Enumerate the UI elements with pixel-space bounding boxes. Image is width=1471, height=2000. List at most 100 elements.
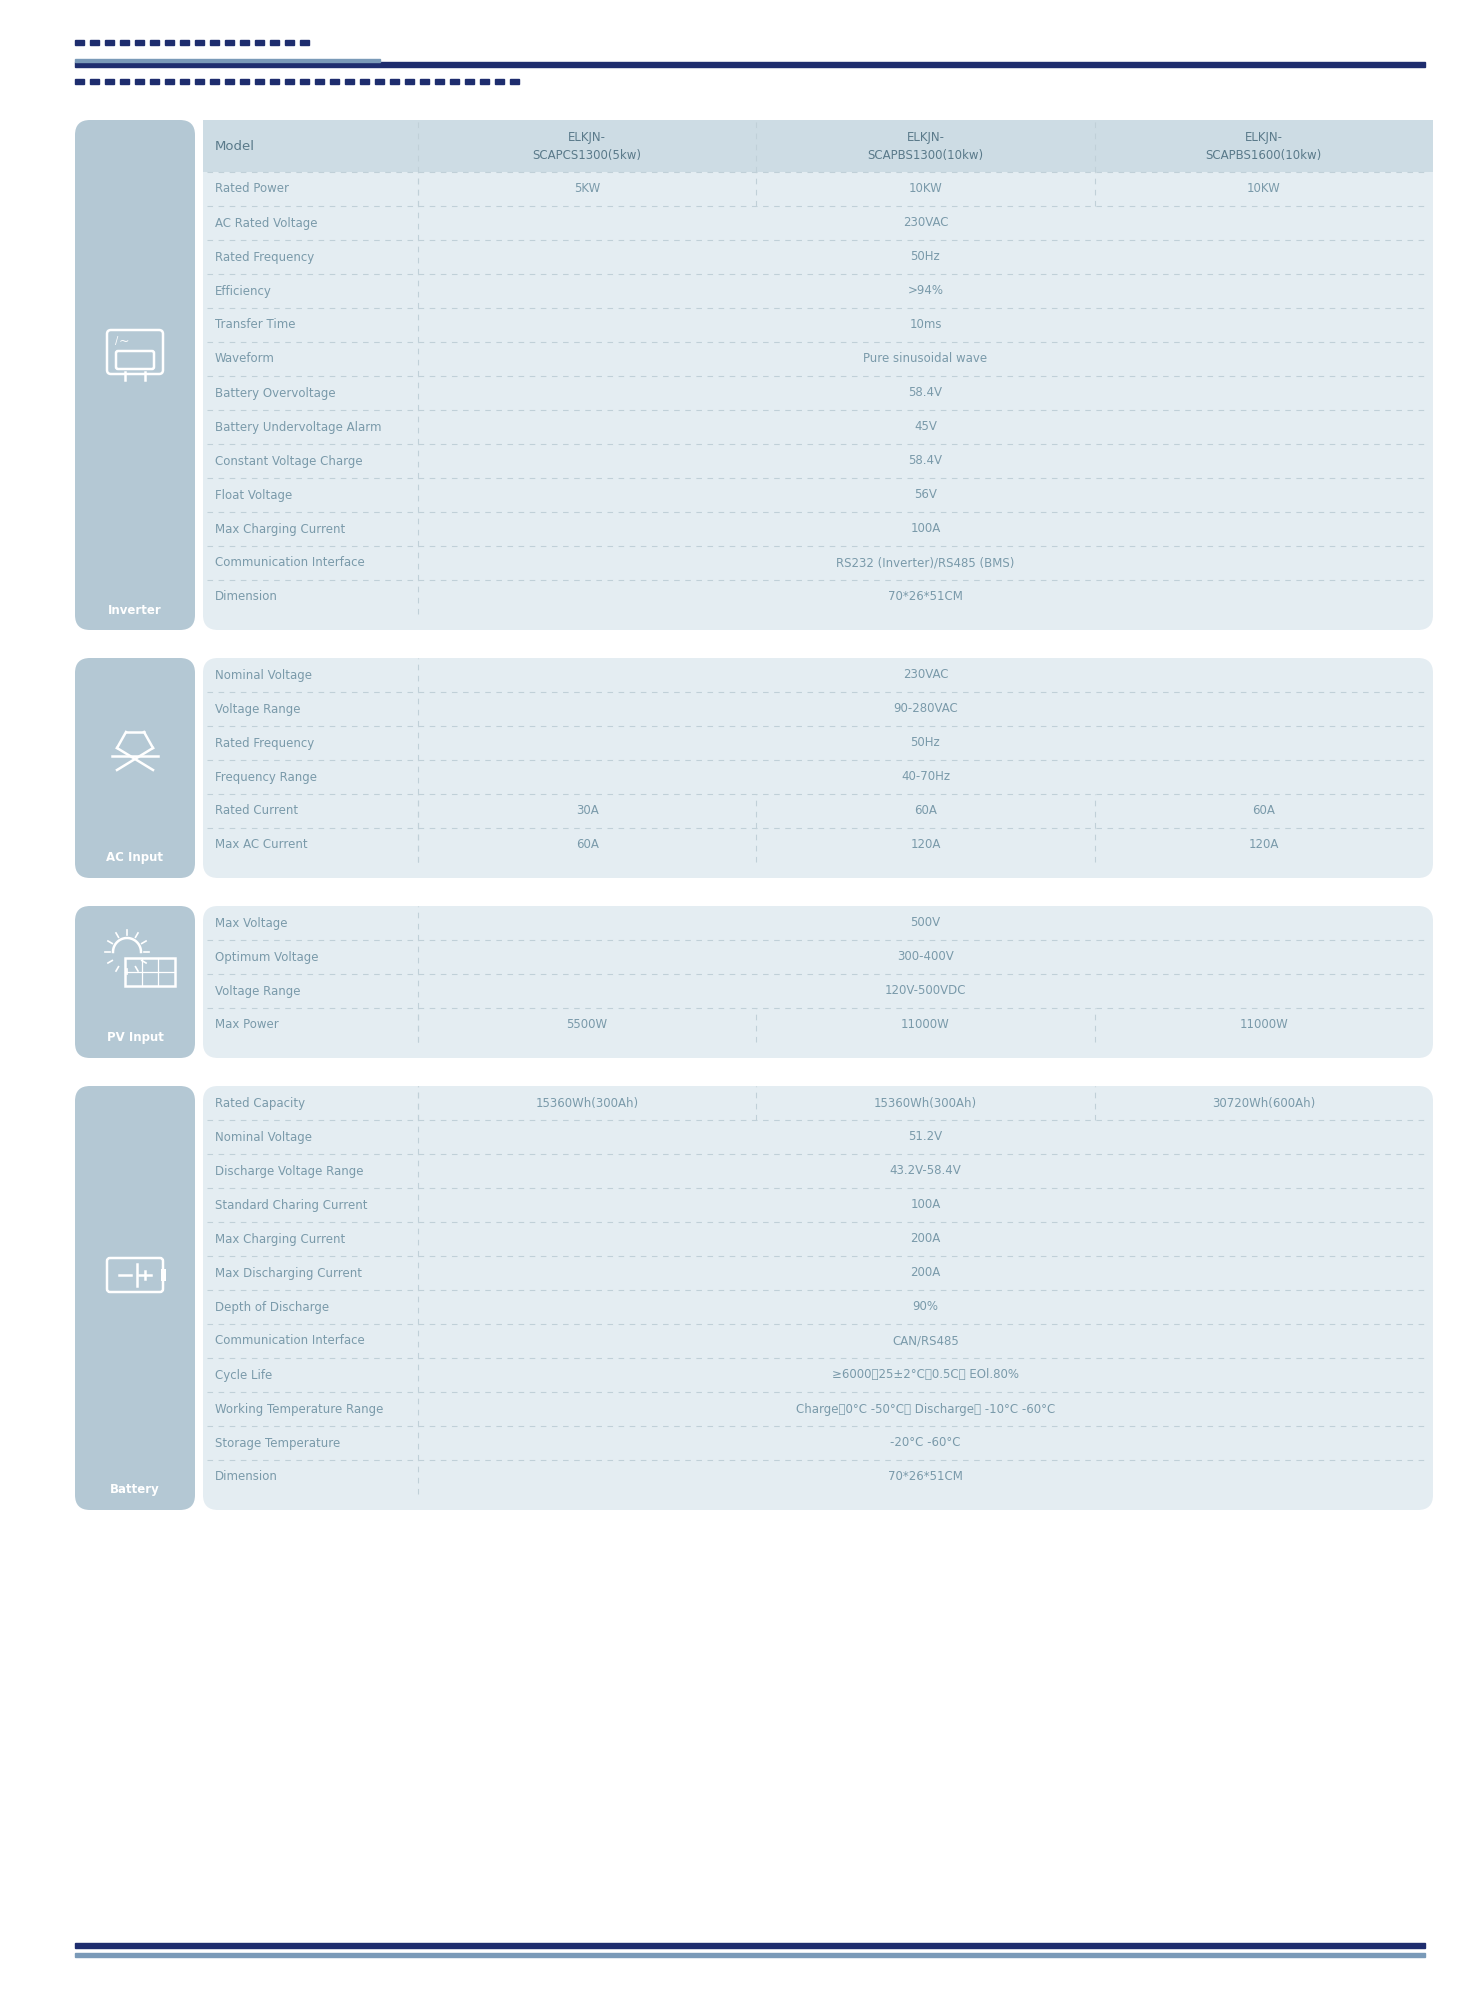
FancyBboxPatch shape [75, 120, 196, 630]
Bar [196, 78, 204, 84]
Text: ELKJN-
SCAPBS1300(10kw): ELKJN- SCAPBS1300(10kw) [868, 130, 984, 162]
Text: 90-280VAC: 90-280VAC [893, 702, 958, 716]
Text: ≥6000，25±2°C，0.5C， EOl.80%: ≥6000，25±2°C，0.5C， EOl.80% [833, 1368, 1019, 1382]
Bar [300, 40, 309, 44]
Text: 51.2V: 51.2V [909, 1130, 943, 1144]
Text: 120A: 120A [911, 838, 940, 852]
Bar [90, 40, 99, 44]
Text: Frequency Range: Frequency Range [215, 770, 316, 784]
Text: 30A: 30A [575, 804, 599, 818]
Text: 10ms: 10ms [909, 318, 941, 332]
Text: /: / [115, 336, 119, 346]
Text: Inverter: Inverter [109, 604, 162, 616]
Bar [271, 40, 279, 44]
Bar [179, 40, 188, 44]
Text: 43.2V-58.4V: 43.2V-58.4V [890, 1164, 962, 1178]
Bar [435, 78, 444, 84]
Bar [165, 40, 174, 44]
Text: 11000W: 11000W [902, 1018, 950, 1032]
Bar [225, 78, 234, 84]
Text: 100A: 100A [911, 1198, 940, 1212]
Text: ELKJN-
SCAPCS1300(5kw): ELKJN- SCAPCS1300(5kw) [533, 130, 641, 162]
FancyBboxPatch shape [203, 120, 1433, 630]
Text: Efficiency: Efficiency [215, 284, 272, 298]
Text: 120V-500VDC: 120V-500VDC [884, 984, 966, 998]
Bar [121, 78, 129, 84]
Text: Nominal Voltage: Nominal Voltage [215, 1130, 312, 1144]
Text: Max Discharging Current: Max Discharging Current [215, 1266, 362, 1280]
Bar [75, 78, 84, 84]
Bar [480, 78, 488, 84]
Bar [75, 62, 1425, 66]
Bar [150, 40, 159, 44]
Text: 5500W: 5500W [566, 1018, 608, 1032]
Bar [165, 78, 174, 84]
Text: 5KW: 5KW [574, 182, 600, 196]
Text: 50Hz: 50Hz [911, 250, 940, 264]
Bar [300, 78, 309, 84]
Text: Waveform: Waveform [215, 352, 275, 366]
Bar [510, 78, 519, 84]
FancyBboxPatch shape [75, 906, 196, 1058]
Text: 90%: 90% [912, 1300, 938, 1314]
FancyBboxPatch shape [203, 1086, 1433, 1510]
Text: Rated Current: Rated Current [215, 804, 299, 818]
Text: Rated Power: Rated Power [215, 182, 288, 196]
Text: 30720Wh(600Ah): 30720Wh(600Ah) [1212, 1096, 1315, 1110]
Bar [90, 78, 99, 84]
Text: Constant Voltage Charge: Constant Voltage Charge [215, 454, 363, 468]
Text: Rated Frequency: Rated Frequency [215, 250, 315, 264]
Text: 70*26*51CM: 70*26*51CM [888, 590, 964, 604]
Bar [450, 78, 459, 84]
Text: 15360Wh(300Ah): 15360Wh(300Ah) [535, 1096, 638, 1110]
Text: Working Temperature Range: Working Temperature Range [215, 1402, 384, 1416]
Text: Storage Temperature: Storage Temperature [215, 1436, 340, 1450]
Text: Dimension: Dimension [215, 1470, 278, 1484]
Text: Voltage Range: Voltage Range [215, 702, 300, 716]
Text: Dimension: Dimension [215, 590, 278, 604]
Text: CAN/RS485: CAN/RS485 [891, 1334, 959, 1348]
Text: Discharge Voltage Range: Discharge Voltage Range [215, 1164, 363, 1178]
Text: 50Hz: 50Hz [911, 736, 940, 750]
Text: Max Voltage: Max Voltage [215, 916, 287, 930]
Bar [360, 78, 369, 84]
Text: Battery Undervoltage Alarm: Battery Undervoltage Alarm [215, 420, 381, 434]
Bar [330, 78, 338, 84]
Text: 45V: 45V [913, 420, 937, 434]
Text: Voltage Range: Voltage Range [215, 984, 300, 998]
Bar [315, 78, 324, 84]
Text: ~: ~ [119, 334, 129, 348]
Bar [203, 120, 1433, 172]
FancyBboxPatch shape [203, 906, 1433, 1058]
Text: Cycle Life: Cycle Life [215, 1368, 272, 1382]
Bar [496, 78, 505, 84]
Text: Rated Capacity: Rated Capacity [215, 1096, 304, 1110]
Text: 11000W: 11000W [1240, 1018, 1289, 1032]
Text: 58.4V: 58.4V [909, 386, 943, 400]
Bar [150, 78, 159, 84]
Bar [375, 78, 384, 84]
Text: ELKJN-
SCAPBS1600(10kw): ELKJN- SCAPBS1600(10kw) [1206, 130, 1322, 162]
Text: 230VAC: 230VAC [903, 216, 949, 230]
Text: Rated Frequency: Rated Frequency [215, 736, 315, 750]
Bar [179, 78, 188, 84]
Text: Pure sinusoidal wave: Pure sinusoidal wave [863, 352, 987, 366]
Bar [135, 40, 144, 44]
Bar [285, 40, 294, 44]
Text: Nominal Voltage: Nominal Voltage [215, 668, 312, 682]
Bar [421, 78, 430, 84]
Bar [210, 78, 219, 84]
Bar [405, 78, 413, 84]
Text: Depth of Discharge: Depth of Discharge [215, 1300, 330, 1314]
Bar [240, 78, 249, 84]
Text: Float Voltage: Float Voltage [215, 488, 293, 502]
Bar [75, 1944, 1425, 1948]
Bar [346, 78, 355, 84]
Text: 60A: 60A [575, 838, 599, 852]
Bar [465, 78, 474, 84]
Text: RS232 (Inverter)/RS485 (BMS): RS232 (Inverter)/RS485 (BMS) [837, 556, 1015, 570]
Text: AC Rated Voltage: AC Rated Voltage [215, 216, 318, 230]
Text: 10KW: 10KW [909, 182, 943, 196]
Bar [254, 40, 263, 44]
Bar [271, 78, 279, 84]
